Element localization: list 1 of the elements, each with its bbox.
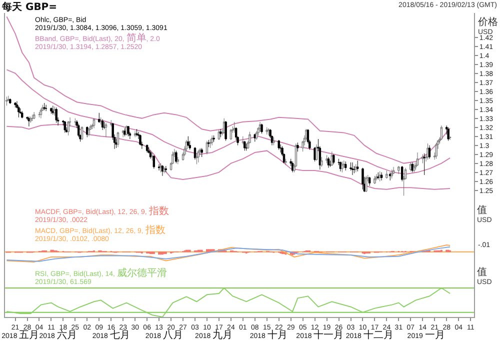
chart-title: 每天 GBP= bbox=[2, 0, 58, 14]
